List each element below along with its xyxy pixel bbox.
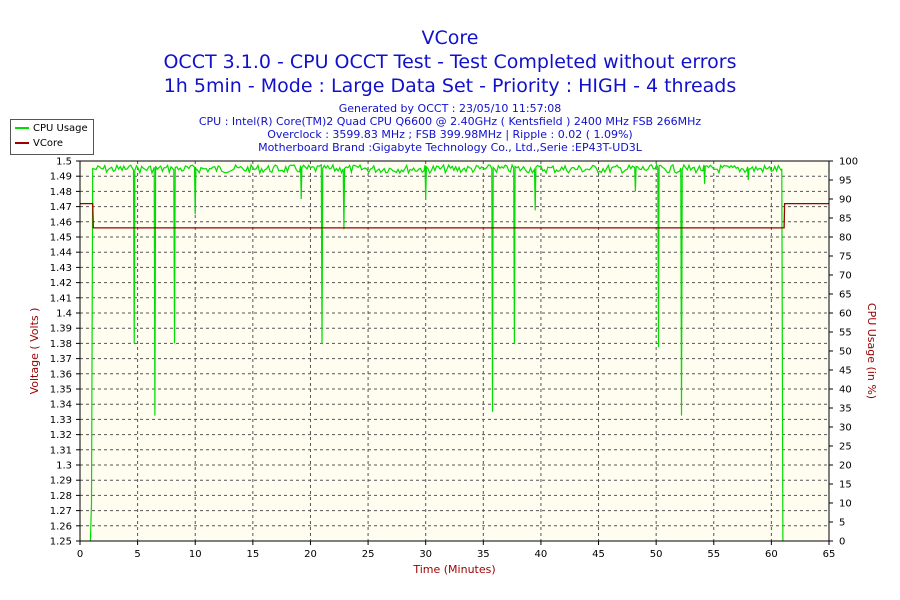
x-tick-label: 15 bbox=[246, 549, 259, 560]
chart-subtitle-test: OCCT 3.1.0 - CPU OCCT Test - Test Comple… bbox=[163, 51, 737, 73]
x-tick-label: 0 bbox=[77, 549, 83, 560]
y2-tick-label: 85 bbox=[839, 214, 852, 225]
legend-item-cpu-usage: CPU Usage bbox=[15, 122, 88, 136]
series-cpu-usage-line bbox=[89, 163, 784, 542]
chart-title: VCore bbox=[421, 27, 479, 49]
y-tick-label: 1.46 bbox=[50, 217, 72, 228]
x-tick-label: 35 bbox=[477, 549, 490, 560]
x-tick-label: 50 bbox=[650, 549, 663, 560]
y2-tick-label: 5 bbox=[839, 518, 845, 529]
legend-item-vcore: VCore bbox=[15, 137, 63, 151]
y2-axis-title: CPU Usage (in %) bbox=[865, 303, 878, 399]
chart-legend: CPU Usage VCore bbox=[10, 119, 94, 155]
overclock-line: Overclock : 3599.83 MHz ; FSB 399.98MHz … bbox=[267, 128, 633, 141]
y2-tick-label: 70 bbox=[839, 271, 852, 282]
y2-tick-label: 35 bbox=[839, 404, 852, 415]
legend-swatch-cpu-usage bbox=[15, 127, 29, 129]
y-tick-label: 1.27 bbox=[50, 506, 72, 517]
motherboard-line: Motherboard Brand :Gigabyte Technology C… bbox=[258, 141, 642, 154]
chart-title-block: VCore OCCT 3.1.0 - CPU OCCT Test - Test … bbox=[0, 26, 900, 98]
y-tick-label: 1.25 bbox=[50, 537, 72, 548]
x-tick-label: 40 bbox=[535, 549, 548, 560]
plot-frame bbox=[79, 160, 830, 542]
generated-line: Generated by OCCT : 23/05/10 11:57:08 bbox=[338, 102, 562, 115]
y-tick-label: 1.5 bbox=[56, 157, 72, 168]
y-tick-label: 1.42 bbox=[50, 278, 72, 289]
x-tick-label: 5 bbox=[134, 549, 140, 560]
y2-tick-label: 50 bbox=[839, 347, 852, 358]
y2-tick-label: 90 bbox=[839, 195, 852, 206]
y-axis-title: Voltage ( Volts ) bbox=[28, 308, 41, 395]
y-tick-label: 1.38 bbox=[50, 339, 72, 350]
y2-tick-label: 80 bbox=[839, 233, 852, 244]
y2-tick-label: 65 bbox=[839, 290, 852, 301]
x-tick-label: 20 bbox=[304, 549, 317, 560]
y-tick-label: 1.33 bbox=[50, 415, 72, 426]
cpu-line: CPU : Intel(R) Core(TM)2 Quad CPU Q6600 … bbox=[198, 115, 702, 128]
x-tick-label: 55 bbox=[707, 549, 720, 560]
y2-tick-label: 100 bbox=[839, 157, 858, 168]
y-tick-label: 1.43 bbox=[50, 263, 72, 274]
y-tick-label: 1.31 bbox=[50, 445, 72, 456]
y-tick-label: 1.26 bbox=[50, 521, 72, 532]
y-tick-label: 1.4 bbox=[56, 309, 72, 320]
y2-tick-label: 10 bbox=[839, 499, 852, 510]
y2-tick-label: 40 bbox=[839, 385, 852, 396]
y-tick-label: 1.37 bbox=[50, 354, 72, 365]
chart-subtitle-mode: 1h 5min - Mode : Large Data Set - Priori… bbox=[163, 75, 737, 97]
legend-swatch-vcore bbox=[15, 142, 29, 144]
y2-tick-label: 75 bbox=[839, 252, 852, 263]
y2-tick-label: 55 bbox=[839, 328, 852, 339]
y-tick-label: 1.32 bbox=[50, 430, 72, 441]
series-vcore-line bbox=[80, 202, 829, 229]
system-info-block: Generated by OCCT : 23/05/10 11:57:08 CP… bbox=[0, 102, 900, 154]
y-tick-label: 1.3 bbox=[56, 461, 72, 472]
x-tick-label: 60 bbox=[765, 549, 778, 560]
x-tick-label: 65 bbox=[823, 549, 836, 560]
y2-tick-label: 0 bbox=[839, 537, 845, 548]
y-tick-label: 1.48 bbox=[50, 187, 72, 198]
y-tick-label: 1.47 bbox=[50, 202, 72, 213]
y-tick-label: 1.28 bbox=[50, 491, 72, 502]
y2-tick-label: 15 bbox=[839, 480, 852, 491]
y-tick-label: 1.36 bbox=[50, 369, 72, 380]
y-tick-label: 1.41 bbox=[50, 293, 72, 304]
y-tick-label: 1.35 bbox=[50, 385, 72, 396]
y2-tick-label: 95 bbox=[839, 176, 852, 187]
y-tick-label: 1.44 bbox=[50, 248, 72, 259]
plot-area bbox=[80, 161, 829, 541]
y-tick-label: 1.49 bbox=[50, 172, 72, 183]
y2-tick-label: 30 bbox=[839, 423, 852, 434]
y-tick-label: 1.39 bbox=[50, 324, 72, 335]
x-tick-label: 30 bbox=[419, 549, 432, 560]
y-tick-label: 1.34 bbox=[50, 400, 72, 411]
y-tick-label: 1.45 bbox=[50, 233, 72, 244]
legend-label-cpu-usage: CPU Usage bbox=[33, 123, 88, 134]
x-tick-label: 10 bbox=[189, 549, 202, 560]
y2-tick-label: 25 bbox=[839, 442, 852, 453]
x-tick-label: 25 bbox=[362, 549, 375, 560]
legend-label-vcore: VCore bbox=[33, 138, 63, 149]
y-tick-label: 1.29 bbox=[50, 476, 72, 487]
y2-tick-label: 60 bbox=[839, 309, 852, 320]
x-axis-title: Time (Minutes) bbox=[412, 563, 495, 576]
x-tick-label: 45 bbox=[592, 549, 605, 560]
y2-tick-label: 20 bbox=[839, 461, 852, 472]
y2-tick-label: 45 bbox=[839, 366, 852, 377]
